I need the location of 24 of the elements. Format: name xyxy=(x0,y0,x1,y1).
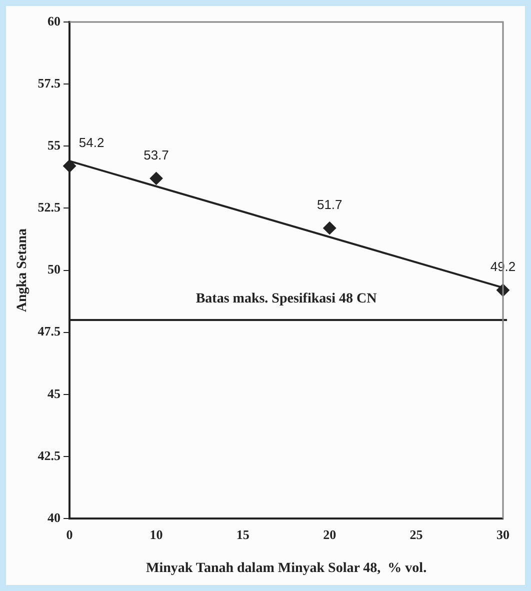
y-tick-label: 52.5 xyxy=(38,200,62,215)
x-tick-label: 15 xyxy=(236,526,250,542)
x-tick-label: 20 xyxy=(323,526,336,542)
x-tick-label: 25 xyxy=(410,526,424,542)
ref-line-label: Batas maks. Spesifikasi 48 CN xyxy=(196,292,377,307)
x-tick-label: 0 xyxy=(66,526,73,542)
data-label: 51.7 xyxy=(316,197,342,212)
point xyxy=(63,160,76,173)
y-tick-label: 55 xyxy=(48,138,62,153)
y-tick-label: 47.5 xyxy=(38,324,62,339)
y-axis-title: Angka Setana xyxy=(15,228,30,312)
point xyxy=(150,172,163,185)
y-tick-label: 42.5 xyxy=(38,448,62,463)
data-label: 54.2 xyxy=(78,135,104,150)
x-tick-label: 30 xyxy=(496,526,510,542)
y-tick-label: 45 xyxy=(48,386,62,401)
y-tick-label: 40 xyxy=(48,510,61,525)
data-label: 53.7 xyxy=(144,148,169,163)
x-tick-label: 10 xyxy=(150,526,163,542)
y-tick-label: 57.5 xyxy=(38,75,62,90)
x-axis-title: Minyak Tanah dalam Minyak Solar 48, % vol. xyxy=(146,561,427,576)
y-tick-label: 60 xyxy=(48,13,61,28)
point xyxy=(323,222,336,235)
y-tick-label: 50 xyxy=(48,262,61,277)
